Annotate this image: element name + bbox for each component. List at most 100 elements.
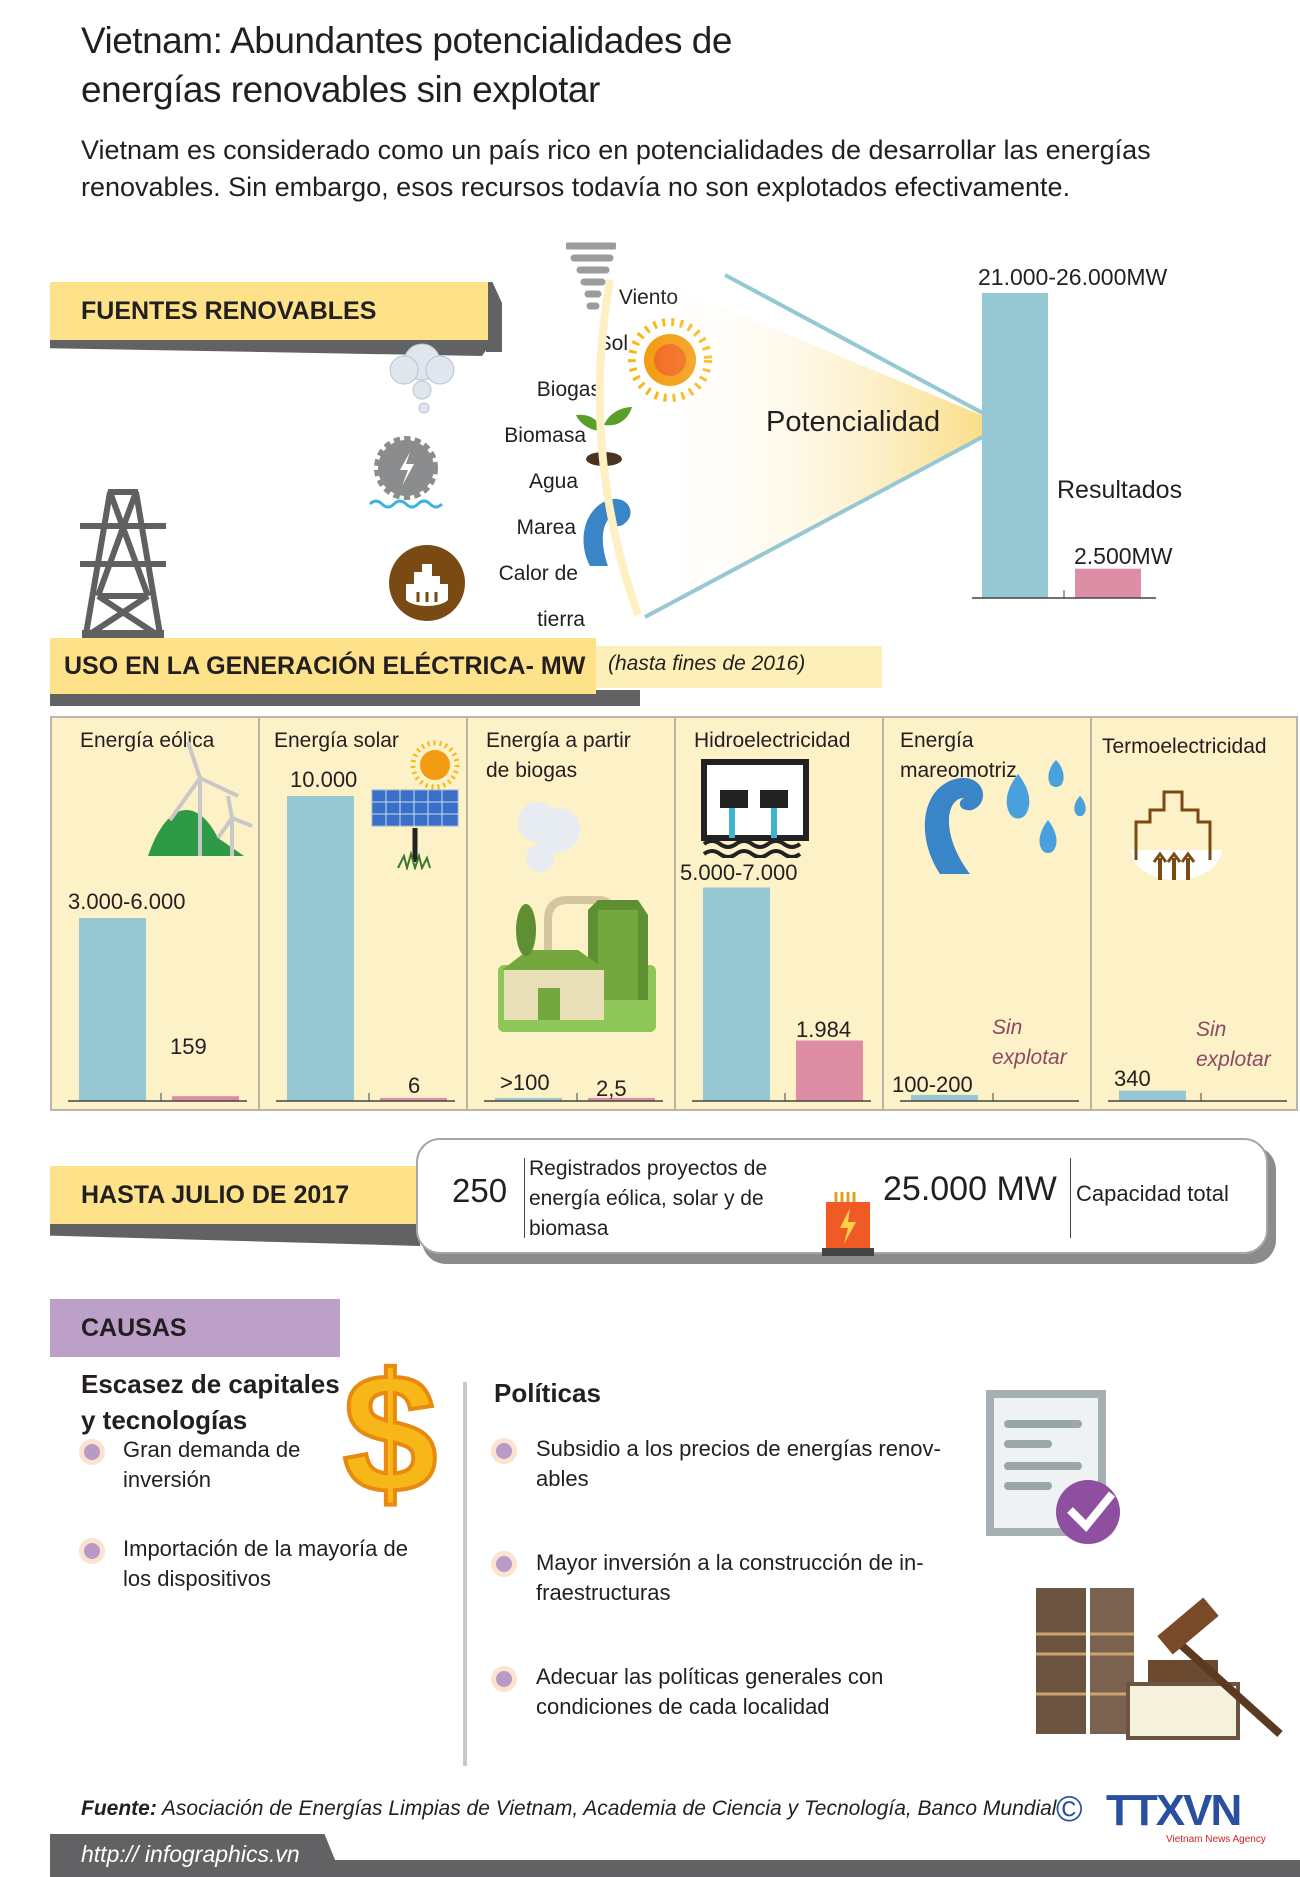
wave-icon — [583, 498, 631, 566]
source-note: Fuente: Asociación de Energías Limpias d… — [81, 1797, 1056, 1821]
uso-heading: USO EN LA GENERACIÓN ELÉCTRICA- MW — [64, 651, 586, 680]
projects-count: 250 — [452, 1172, 508, 1209]
resultados-label: Resultados — [1057, 476, 1183, 504]
banner-shadow — [486, 282, 502, 352]
source-label: Agua — [528, 470, 578, 493]
panel-termo: Termoelectricidad — [1090, 716, 1298, 1111]
right-heading: Políticas — [494, 1378, 601, 1408]
fuentes-banner: FUENTES RENOVABLES — [50, 282, 488, 340]
panel-title: Energía mareomotriz — [900, 729, 1017, 782]
column-divider — [463, 1382, 467, 1766]
used-value: 6 — [408, 1073, 421, 1098]
source-label: Calor de — [498, 562, 578, 585]
potential-value: >100 — [500, 1070, 550, 1095]
tornado-icon — [566, 242, 616, 310]
potencialidad-arrow — [595, 273, 1010, 619]
uso-banner: USO EN LA GENERACIÓN ELÉCTRICA- MW — [50, 638, 596, 694]
causas-banner: CAUSAS — [50, 1299, 340, 1357]
page-title: Vietnam: Abundantes potencialidades de e… — [81, 20, 732, 110]
bullet-icon — [491, 1666, 517, 1692]
divider — [524, 1158, 525, 1238]
uso-note: (hasta fines de 2016) — [608, 652, 806, 675]
generation-bar-chart — [68, 796, 1287, 1102]
url-tab — [50, 1834, 342, 1877]
bar-potential — [1119, 1090, 1186, 1101]
page-subtitle: Vietnam es considerado como un país rico… — [81, 135, 1151, 202]
footer-url[interactable]: http:// infographics.vn — [81, 1841, 300, 1867]
policy-item: Subsidio a los precios de energías renov… — [536, 1436, 941, 1491]
bar-used — [380, 1098, 447, 1101]
bar-used — [588, 1098, 655, 1101]
sin-explotar-label: Sin explotar — [1196, 1018, 1271, 1071]
potential-value: 5.000-7.000 — [680, 860, 798, 885]
document-check-icon — [986, 1390, 1120, 1544]
source-label: Biogas — [536, 378, 601, 401]
hasta-banner: HASTA JULIO DE 2017 — [50, 1166, 420, 1224]
dollar-icon: $ — [341, 1352, 440, 1512]
bar-resultados — [1075, 568, 1141, 598]
used-value: 159 — [170, 1034, 207, 1059]
panel-title: Hidroelectricidad — [694, 729, 851, 752]
wave-drops-icon — [924, 760, 1086, 874]
copyright-icon: © — [1056, 1788, 1083, 1829]
footer-bar — [50, 1860, 1300, 1877]
potencialidad-label: Potencialidad — [766, 406, 941, 438]
geothermal-icon — [389, 545, 465, 621]
divider — [1070, 1158, 1071, 1238]
bar-potential — [911, 1094, 978, 1101]
note-strip — [596, 646, 882, 688]
panel-biogas: Energía a partir de biogas — [466, 716, 674, 1111]
bar-used — [796, 1040, 863, 1101]
bullet-icon — [491, 1551, 517, 1577]
solar-panel-icon — [371, 789, 459, 870]
hasta-heading: HASTA JULIO DE 2017 — [81, 1180, 350, 1209]
used-value: 2,5 — [596, 1076, 627, 1101]
bullet-icon — [79, 1439, 105, 1465]
fuentes-heading: FUENTES RENOVABLES — [81, 296, 377, 325]
capacity-label: Capacidad total — [1076, 1181, 1229, 1206]
power-tower-icon — [80, 489, 166, 638]
bullet-icon — [79, 1538, 105, 1564]
battery-icon — [822, 1192, 874, 1256]
policy-item: Mayor inversión a la construcción de in-… — [536, 1550, 924, 1605]
sin-explotar-label: Sin explotar — [992, 1016, 1067, 1069]
potencial-value-label: 21.000-26.000MW — [978, 264, 1168, 290]
bar-potential — [287, 796, 354, 1101]
source-label: tierra — [537, 608, 585, 631]
biogas-plant-icon — [498, 802, 656, 1032]
resultado-value-label: 2.500MW — [1074, 543, 1173, 569]
capacity-value: 25.000 MW — [883, 1170, 1057, 1208]
cause-item: Importación de la mayoría de los disposi… — [123, 1536, 408, 1591]
svg-text:$: $ — [343, 1352, 438, 1512]
panel-title: Termoelectricidad — [1102, 735, 1267, 758]
wind-turbine-icon — [148, 741, 253, 856]
projects-text: Registrados proyectos de energía eólica,… — [529, 1157, 768, 1240]
potential-value: 340 — [1114, 1066, 1151, 1091]
source-label: Biomasa — [504, 424, 586, 447]
potential-value: 3.000-6.000 — [68, 889, 186, 914]
source-label: Marea — [516, 516, 576, 539]
bar-potencialidad — [982, 293, 1048, 598]
bar-used — [172, 1096, 239, 1101]
ttxvn-logo-sub: Vietnam News Agency — [1166, 1834, 1266, 1845]
potential-value: 100-200 — [892, 1072, 973, 1097]
source-label: Fuente: — [81, 1797, 157, 1820]
source-text: Asociación de Energías Limpias de Vietna… — [161, 1797, 1057, 1820]
bullet-icon — [491, 1438, 517, 1464]
sun-icon — [410, 740, 460, 790]
bar-potential — [495, 1097, 562, 1101]
thermal-icon — [1130, 790, 1222, 880]
panel-title: Energía eólica — [80, 729, 215, 752]
cloud-icon — [389, 343, 455, 414]
hydro-gear-icon — [368, 436, 444, 509]
panel-title: Energía a partir de biogas — [486, 729, 631, 782]
left-heading: Escasez de capitales y tecnologías — [81, 1369, 340, 1435]
potential-value: 10.000 — [290, 767, 358, 792]
ttxvn-logo: TTXVN — [1106, 1786, 1242, 1835]
policy-item: Adecuar las políticas generales con cond… — [536, 1664, 884, 1719]
banner-shadow — [50, 690, 640, 706]
panel-mareomotriz: Energía mareomotriz — [882, 716, 1090, 1111]
dam-icon — [701, 759, 809, 858]
bar-potential — [79, 918, 146, 1101]
cause-item: Gran demanda de inversión — [123, 1437, 301, 1492]
